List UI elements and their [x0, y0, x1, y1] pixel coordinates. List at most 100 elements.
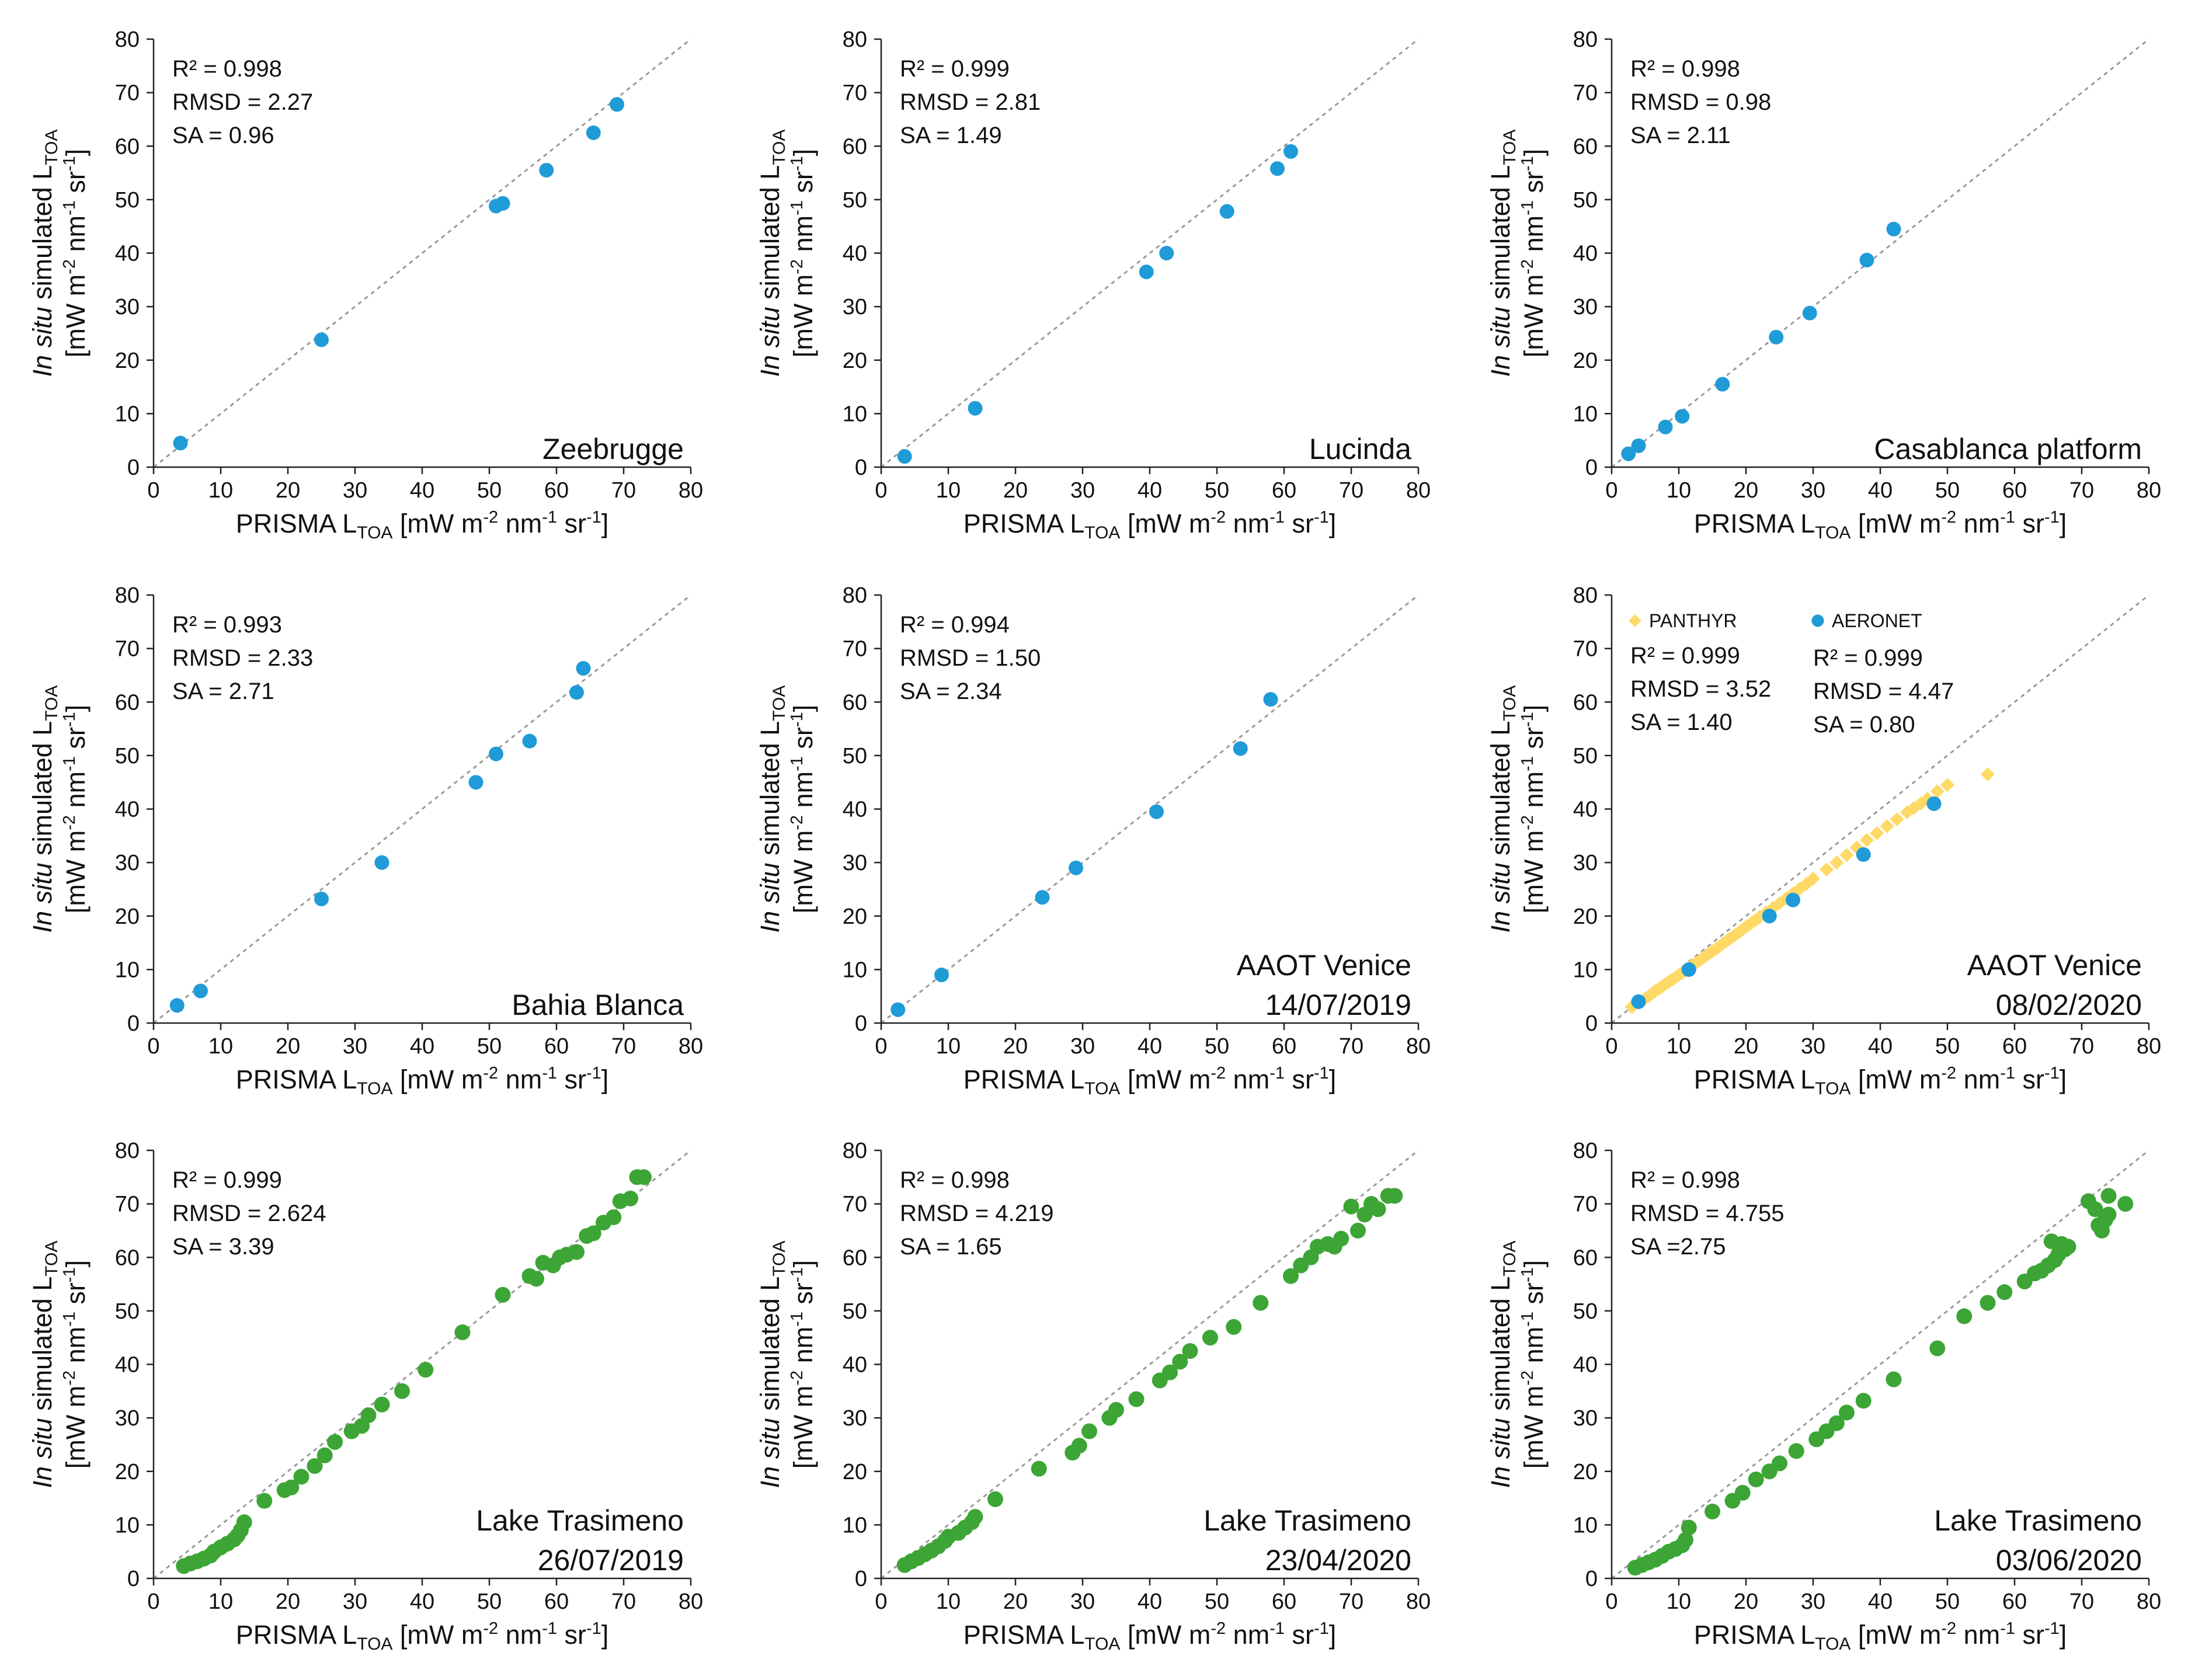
data-point	[528, 1271, 544, 1287]
scatter-panel: 00 10 10 20 20 30 30 40 40 50 50 60 60 70 70 80 80 PRISMA…	[755, 27, 1431, 542]
data-point	[1859, 252, 1874, 267]
x-axis-label: PRISMA LTOA [mW m-2 nm-1 sr-1]	[963, 1064, 1337, 1098]
y-tick-label: 80	[843, 583, 867, 608]
x-tick-label: 60	[1272, 1589, 1296, 1614]
site-label: Zeebrugge	[542, 433, 684, 465]
data-point	[586, 125, 601, 140]
y-tick-label: 80	[1573, 583, 1598, 608]
data-point-diamond	[1890, 812, 1904, 826]
data-point	[1772, 1455, 1787, 1472]
y-tick-label: 80	[115, 583, 140, 608]
x-tick-label: 20	[1003, 1589, 1028, 1614]
data-point-diamond	[1930, 784, 1944, 799]
y-tick-label: 40	[843, 798, 867, 822]
y-tick-label: 30	[115, 1406, 140, 1431]
x-tick-label: 20	[1734, 1034, 1758, 1059]
data-point	[1343, 1198, 1359, 1215]
y-tick-label: 0	[855, 1011, 867, 1036]
x-tick-label: 80	[1406, 1589, 1431, 1614]
y-tick-label: 60	[115, 1246, 140, 1270]
data-point	[1233, 741, 1248, 756]
y-axis-label-units: [mW m-2 nm-1 sr-1]	[60, 705, 91, 913]
data-point-diamond	[1860, 833, 1874, 847]
y-axis-label-units: [mW m-2 nm-1 sr-1]	[788, 149, 818, 357]
x-tick-label: 50	[1935, 1034, 1960, 1059]
x-tick-label: 30	[1070, 1034, 1095, 1059]
stat-text: R² = 0.994	[900, 612, 1010, 638]
x-tick-label: 60	[2002, 1034, 2027, 1059]
x-tick-label: 30	[1801, 1589, 1825, 1614]
y-tick-label: 60	[843, 134, 867, 159]
data-point	[1350, 1222, 1366, 1239]
y-tick-label: 10	[115, 1513, 140, 1538]
stat-text: R² = 0.998	[172, 56, 282, 82]
date-label: 26/07/2019	[538, 1544, 684, 1577]
y-tick-label: 20	[115, 1460, 140, 1484]
x-axis-label: PRISMA LTOA [mW m-2 nm-1 sr-1]	[963, 508, 1337, 542]
site-label: Lake Trasimeno	[1934, 1504, 2142, 1537]
data-point-diamond	[1820, 862, 1834, 877]
x-tick-label: 20	[276, 1589, 300, 1614]
y-axis-label: In situ simulated LTOA	[1486, 1241, 1519, 1488]
data-point	[1162, 1364, 1178, 1380]
x-tick-label: 20	[1003, 1034, 1028, 1059]
y-axis-label: In situ simulated LTOA	[1486, 686, 1519, 933]
x-tick-label: 80	[2137, 1589, 2161, 1614]
x-tick-label: 30	[343, 478, 367, 503]
x-tick-label: 70	[1339, 478, 1363, 503]
x-tick-label: 0	[147, 1589, 159, 1614]
data-point	[1071, 1438, 1087, 1454]
data-point	[1734, 1484, 1751, 1501]
y-tick-label: 10	[115, 958, 140, 982]
y-tick-label: 10	[843, 958, 867, 982]
x-tick-label: 20	[1734, 478, 1758, 503]
data-point	[236, 1514, 252, 1531]
x-tick-label: 30	[1070, 478, 1095, 503]
y-tick-label: 20	[843, 1460, 867, 1484]
y-tick-label: 40	[115, 1353, 140, 1378]
x-tick-label: 30	[1801, 478, 1825, 503]
y-tick-label: 70	[1573, 81, 1598, 106]
y-tick-label: 70	[115, 637, 140, 662]
y-tick-label: 30	[843, 295, 867, 319]
y-tick-label: 50	[115, 188, 140, 213]
scatter-panel: 00 10 10 20 20 30 30 40 40 50 50 60 60 70 70 80 80 PRISMA…	[27, 1139, 703, 1654]
data-point	[495, 196, 510, 211]
y-axis-label-units: [mW m-2 nm-1 sr-1]	[1518, 149, 1549, 357]
y-tick-label: 60	[843, 1246, 867, 1270]
date-label: 08/02/2020	[1996, 989, 2142, 1021]
one-to-one-line	[1611, 38, 2149, 468]
y-tick-label: 30	[843, 1406, 867, 1431]
y-axis-label: In situ simulated LTOA	[755, 686, 789, 933]
data-point	[1828, 1415, 1845, 1431]
data-point	[522, 733, 537, 749]
data-point	[1283, 1268, 1299, 1284]
stat-text: RMSD = 4.219	[900, 1201, 1053, 1226]
data-point	[2054, 1236, 2069, 1252]
x-tick-label: 50	[1205, 1034, 1229, 1059]
y-tick-label: 10	[1573, 1513, 1598, 1538]
data-point	[1387, 1188, 1403, 1204]
data-point	[968, 401, 983, 416]
y-tick-label: 50	[115, 1299, 140, 1324]
stat-text: R² = 0.998	[1630, 1167, 1740, 1193]
x-tick-label: 60	[544, 1034, 569, 1059]
y-tick-label: 50	[115, 744, 140, 768]
x-tick-label: 10	[936, 1034, 961, 1059]
y-tick-label: 0	[1585, 1567, 1598, 1591]
y-tick-label: 20	[115, 349, 140, 373]
legend-marker-circle	[1811, 614, 1824, 627]
data-point	[967, 1509, 983, 1525]
y-tick-label: 50	[843, 744, 867, 768]
x-axis-label: PRISMA LTOA [mW m-2 nm-1 sr-1]	[963, 1619, 1337, 1654]
y-axis-label: In situ simulated LTOA	[27, 686, 61, 933]
y-tick-label: 40	[843, 1353, 867, 1378]
y-tick-label: 30	[843, 851, 867, 875]
y-tick-label: 60	[1573, 134, 1598, 159]
y-tick-label: 80	[843, 27, 867, 52]
data-point	[1283, 144, 1298, 159]
date-label: 14/07/2019	[1265, 989, 1411, 1021]
data-point	[1108, 1401, 1124, 1418]
stat-text: SA = 0.96	[172, 123, 274, 148]
stat-text: SA = 1.40	[1630, 709, 1733, 735]
